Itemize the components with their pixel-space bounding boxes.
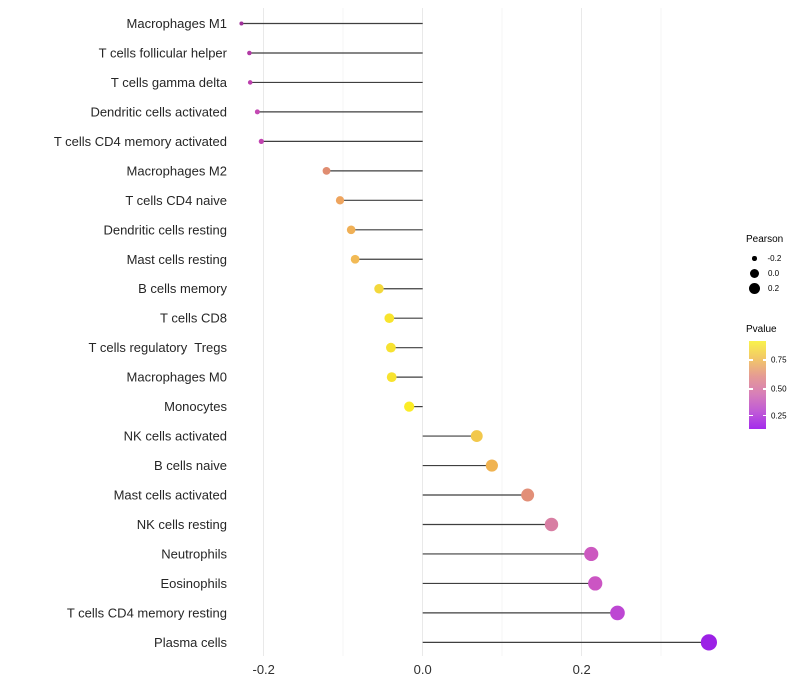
pvalue-legend-title: Pvalue xyxy=(746,324,777,335)
lollipop-dot xyxy=(584,546,599,562)
lollipop-dot xyxy=(404,401,415,412)
y-axis-label: Mast cells activated xyxy=(114,488,227,503)
lollipop-dot xyxy=(350,254,360,264)
lollipop-dot xyxy=(386,372,397,383)
x-axis-tick-label: 0.0 xyxy=(414,662,432,677)
pearson-size-legend: Pearson -0.2 0.0 0.2 xyxy=(746,234,800,296)
lollipop-dot xyxy=(247,50,252,56)
colorbar-tick-mark xyxy=(749,414,753,417)
pearson-legend-label: 0.0 xyxy=(768,269,780,278)
pvalue-tick-label: 0.50 xyxy=(771,384,787,394)
colorbar-tick-mark xyxy=(749,359,753,361)
pearson-legend-item: 0.0 xyxy=(746,266,800,281)
lollipop-dot xyxy=(485,459,498,472)
lollipop-dot xyxy=(335,196,345,205)
pearson-legend-label: -0.2 xyxy=(767,254,782,263)
lollipop-dot xyxy=(384,313,395,324)
pvalue-color-legend: Pvalue 0.75 0.50 0.25 xyxy=(746,324,800,429)
y-axis-label: Dendritic cells resting xyxy=(103,222,227,237)
lollipop-dot xyxy=(239,21,244,26)
pvalue-colorbar-icon xyxy=(749,341,766,429)
y-axis-label: T cells follicular helper xyxy=(99,45,228,60)
y-axis-label: T cells CD4 memory resting xyxy=(67,605,227,620)
y-axis-label: T cells gamma delta xyxy=(111,75,228,90)
y-axis-label: Macrophages M1 xyxy=(127,16,227,31)
size-dot-large-icon xyxy=(749,283,760,294)
y-axis-label: NK cells resting xyxy=(137,517,227,532)
x-axis-tick-label: 0.2 xyxy=(573,662,591,677)
y-axis-label: T cells CD4 naive xyxy=(125,193,227,208)
y-axis-label: Macrophages M0 xyxy=(127,370,227,385)
pearson-legend-item: -0.2 xyxy=(746,251,800,266)
colorbar-tick-mark xyxy=(762,414,766,417)
colorbar-tick-mark xyxy=(762,388,766,390)
x-axis-tick-label: -0.2 xyxy=(252,662,274,677)
y-axis-label: T cells CD8 xyxy=(160,311,227,326)
y-axis-label: B cells memory xyxy=(138,281,227,296)
y-axis-label: T cells regulatory Tregs xyxy=(89,340,228,355)
legend: Pearson -0.2 0.0 0.2 Pvalue 0.75 0.50 0.… xyxy=(746,234,800,429)
lollipop-dot xyxy=(247,80,253,85)
pearson-legend-label: 0.2 xyxy=(768,284,780,293)
colorbar-tick-mark xyxy=(762,359,766,361)
size-dot-medium-icon xyxy=(750,269,759,278)
y-axis-label: T cells CD4 memory activated xyxy=(54,134,227,149)
lollipop-dot xyxy=(254,109,260,115)
lollipop-dot xyxy=(322,166,331,175)
pearson-legend-item: 0.2 xyxy=(746,281,800,296)
y-axis-label: Neutrophils xyxy=(161,546,227,561)
y-axis-label: Mast cells resting xyxy=(127,252,227,267)
y-axis-label: Plasma cells xyxy=(154,635,227,650)
lollipop-dot xyxy=(386,342,396,353)
y-axis-label: Eosinophils xyxy=(161,576,228,591)
lollipop-dot xyxy=(374,284,384,294)
lollipop-dot xyxy=(544,517,559,532)
lollipop-dot xyxy=(588,576,603,591)
size-dot-small-icon xyxy=(752,256,757,261)
lollipop-dot xyxy=(521,488,535,502)
y-axis-label: B cells naive xyxy=(154,458,227,473)
lollipop-dot xyxy=(470,430,483,443)
y-axis-label: Monocytes xyxy=(164,399,227,414)
lollipop-dot xyxy=(258,138,264,144)
lollipop-dot xyxy=(700,634,718,651)
lollipop-chart: Macrophages M1 T cells follicular helper T… xyxy=(54,8,718,677)
y-axis-label: Macrophages M2 xyxy=(127,163,227,178)
pvalue-tick-label: 0.25 xyxy=(771,411,787,421)
pvalue-colorbar-wrap: 0.75 0.50 0.25 xyxy=(746,341,800,429)
pearson-legend-title: Pearson xyxy=(746,234,784,245)
lollipop-dot xyxy=(346,225,356,235)
y-axis-label: NK cells activated xyxy=(124,429,227,444)
pvalue-tick-label: 0.75 xyxy=(771,355,787,365)
colorbar-tick-mark xyxy=(749,388,753,390)
lollipop-dot xyxy=(610,605,625,621)
y-axis-label: Dendritic cells activated xyxy=(90,104,227,119)
